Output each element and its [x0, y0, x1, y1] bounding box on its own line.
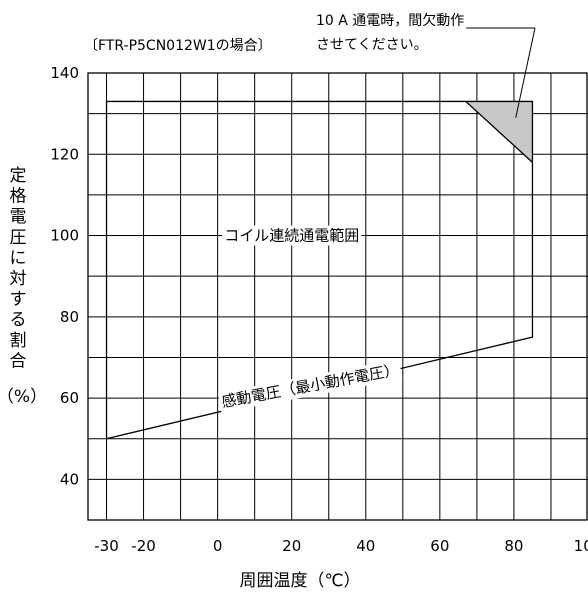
annotation-note-line-1: 10 A 通電時，間欠動作: [316, 13, 464, 29]
y-axis-label-char: る: [10, 310, 27, 330]
y-tick-label: 140: [50, 64, 79, 82]
region-label-1: コイル連続通電範囲: [224, 227, 359, 245]
region-label-2: 感動電圧（最小動作電圧）: [220, 361, 400, 412]
y-axis-label-char: 圧: [10, 228, 27, 248]
y-tick-label: 120: [50, 145, 79, 163]
y-tick-label: 80: [60, 308, 79, 326]
y-tick-label: 100: [50, 227, 79, 245]
region-label-background: [217, 359, 403, 413]
y-axis-label-char: 電: [10, 207, 27, 227]
annotation-leader-line: [515, 27, 536, 118]
x-tick-label: 80: [504, 537, 523, 555]
y-axis-label-char: 対: [10, 269, 27, 289]
tick-labels: -30 -20 0 20 40 60 80 100 40 60 80 100 120 140: [50, 64, 588, 555]
x-tick-label: -30: [94, 537, 119, 555]
chart-subtitle: 〔FTR-P5CN012W1の場合〕: [84, 38, 272, 54]
series-line-2: [106, 162, 534, 440]
shaded-region-edge: [465, 100, 533, 163]
y-axis-label-char: 割: [10, 331, 27, 351]
x-axis-label: 周囲温度（℃）: [239, 571, 360, 591]
x-tick-label: 0: [213, 537, 223, 555]
y-axis-label-char: 格: [10, 187, 27, 207]
plot-frame: [87, 72, 588, 521]
y-tick-label: 40: [60, 470, 79, 488]
series-line-1: [105, 100, 534, 439]
y-tick-label: 60: [60, 389, 79, 407]
x-tick-label: 60: [430, 537, 449, 555]
region-label-background: [222, 225, 362, 246]
y-axis-label-char: す: [10, 290, 27, 310]
x-tick-label: -20: [131, 537, 156, 555]
x-tick-label: 100: [574, 537, 588, 555]
y-axis-label-char: 定: [10, 166, 27, 186]
annotation-note-line-2: させてください。: [316, 37, 428, 53]
x-tick-label: 40: [356, 537, 375, 555]
y-axis-unit: （%）: [0, 387, 47, 407]
x-tick-label: 20: [282, 537, 301, 555]
y-axis-label-char: に: [10, 248, 27, 268]
y-axis-label-char: 合: [10, 351, 27, 371]
